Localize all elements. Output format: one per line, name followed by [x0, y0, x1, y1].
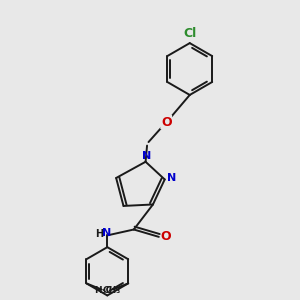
Text: Cl: Cl: [183, 27, 196, 40]
Text: CH₃: CH₃: [102, 286, 120, 295]
Text: N: N: [102, 228, 111, 238]
Text: N: N: [142, 151, 151, 161]
Text: O: O: [161, 116, 172, 128]
Text: H: H: [95, 229, 103, 239]
Text: O: O: [160, 230, 171, 243]
Text: H₃C: H₃C: [94, 286, 112, 295]
Text: N: N: [167, 173, 177, 183]
